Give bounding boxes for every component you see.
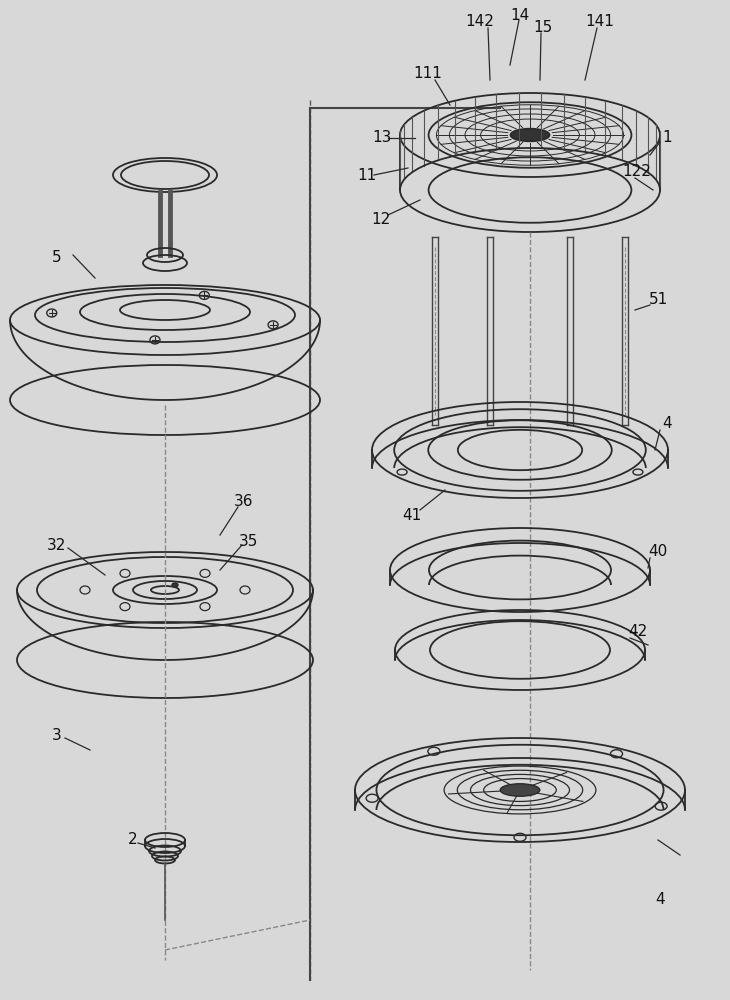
- Text: 1: 1: [662, 130, 672, 145]
- Ellipse shape: [172, 583, 178, 587]
- Text: 35: 35: [238, 534, 258, 548]
- Text: 122: 122: [623, 163, 651, 178]
- Text: 4: 4: [656, 892, 665, 908]
- Text: 15: 15: [534, 19, 553, 34]
- Ellipse shape: [500, 784, 539, 796]
- Text: 32: 32: [47, 538, 66, 552]
- Text: 40: 40: [648, 544, 668, 560]
- Text: 51: 51: [648, 292, 668, 308]
- Text: 5: 5: [52, 249, 62, 264]
- Text: 141: 141: [585, 14, 615, 29]
- Text: 11: 11: [358, 167, 377, 182]
- Text: 13: 13: [372, 130, 392, 145]
- Text: 4: 4: [662, 416, 672, 432]
- Text: 111: 111: [414, 66, 442, 82]
- Text: 3: 3: [52, 728, 62, 742]
- Text: 42: 42: [629, 624, 648, 639]
- Ellipse shape: [510, 129, 550, 141]
- Text: 14: 14: [510, 7, 530, 22]
- Text: 41: 41: [402, 508, 422, 524]
- Text: 142: 142: [466, 14, 494, 29]
- Text: 2: 2: [128, 832, 138, 848]
- Text: 12: 12: [372, 213, 391, 228]
- Text: 36: 36: [234, 494, 254, 510]
